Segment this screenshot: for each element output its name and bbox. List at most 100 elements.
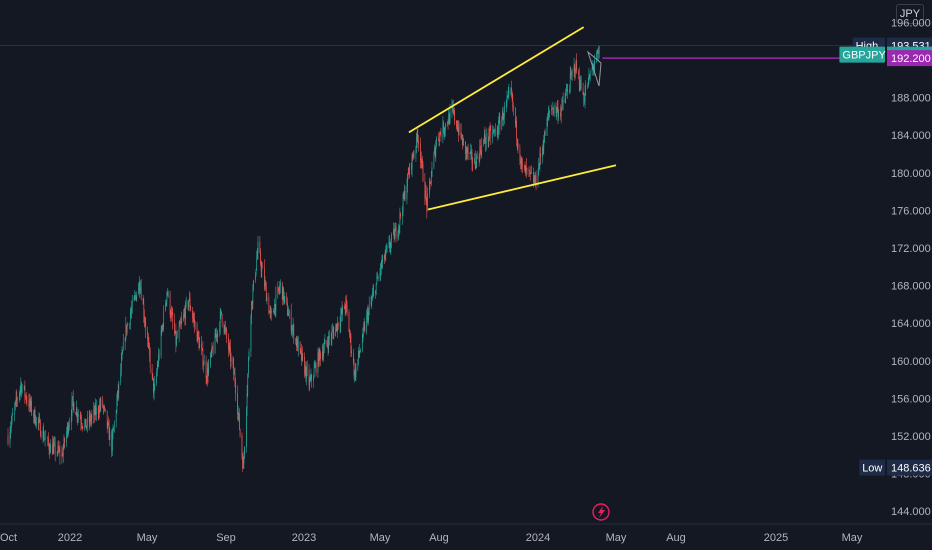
candle — [566, 83, 567, 96]
candle — [220, 308, 222, 319]
trendline[interactable] — [427, 164, 617, 211]
candle — [429, 178, 431, 190]
candle — [295, 335, 297, 352]
candle — [181, 311, 183, 330]
candle — [38, 412, 40, 431]
candle — [292, 317, 294, 336]
candle — [210, 351, 211, 369]
candle — [91, 409, 93, 425]
candle — [452, 99, 454, 116]
candle — [562, 92, 564, 111]
candle — [72, 390, 74, 411]
candle — [421, 151, 423, 170]
candle — [121, 346, 123, 361]
candle — [587, 77, 589, 88]
candle — [57, 441, 59, 457]
candle — [134, 290, 136, 301]
candle — [515, 107, 516, 128]
candle — [469, 152, 471, 160]
candle — [511, 80, 512, 98]
candle — [229, 339, 231, 356]
candle — [140, 279, 141, 295]
candle — [538, 162, 540, 170]
candle — [596, 49, 598, 61]
candle — [214, 328, 216, 355]
price-tags: High193.531GBPJPY192.570192.200Low148.63… — [839, 37, 932, 476]
candle — [558, 108, 559, 122]
candle — [98, 405, 100, 421]
candle — [493, 129, 495, 134]
candle — [180, 316, 182, 325]
candle — [328, 331, 330, 354]
currency-selector[interactable]: JPY — [896, 4, 924, 24]
lightning-alert-icon[interactable] — [592, 503, 610, 521]
candle — [233, 368, 235, 375]
candle — [122, 333, 124, 352]
candle — [288, 308, 290, 320]
candle — [569, 65, 571, 94]
candle — [296, 335, 298, 347]
candle — [274, 303, 276, 317]
candle — [534, 175, 536, 184]
candle — [305, 365, 307, 383]
candle — [385, 245, 387, 263]
candle — [207, 360, 209, 384]
candle — [251, 300, 252, 325]
candle — [147, 326, 148, 348]
candle — [313, 361, 315, 379]
candle — [580, 75, 582, 90]
candle — [476, 153, 477, 169]
candle — [275, 286, 277, 318]
candle — [287, 297, 288, 316]
candle — [95, 398, 97, 421]
time-tick-label: 2022 — [58, 532, 82, 544]
candle — [81, 422, 83, 432]
candle — [458, 121, 460, 136]
candle — [548, 105, 550, 122]
candle — [292, 324, 293, 339]
candle — [497, 126, 499, 141]
candle — [335, 323, 337, 332]
candle — [368, 307, 369, 325]
candle — [170, 309, 172, 322]
candle — [261, 261, 263, 278]
time-tick-label: May — [370, 532, 391, 544]
candle — [52, 435, 53, 456]
candle — [492, 125, 494, 144]
price-tag: Low 148.636 — [859, 459, 932, 476]
candle — [118, 380, 120, 401]
candle — [161, 325, 163, 336]
candle — [309, 376, 311, 391]
candle — [553, 102, 555, 118]
candle — [327, 336, 328, 349]
candle — [175, 323, 177, 353]
candle — [202, 340, 204, 370]
candle — [228, 333, 229, 358]
candle — [212, 345, 213, 351]
candle — [412, 150, 414, 160]
candle — [404, 184, 405, 201]
trendline[interactable] — [408, 26, 585, 134]
candle — [398, 225, 400, 236]
candle — [578, 67, 580, 92]
candle — [66, 422, 68, 439]
candle — [140, 279, 142, 301]
price-tag-label: GBPJPY — [842, 50, 886, 62]
candle — [549, 110, 550, 118]
candle — [117, 384, 119, 399]
candle — [421, 155, 423, 169]
candle — [386, 242, 387, 254]
candle — [384, 249, 386, 261]
candle — [529, 166, 531, 181]
candle — [531, 165, 532, 174]
triangle-drawing[interactable] — [586, 50, 602, 87]
candle — [416, 132, 417, 153]
candle — [88, 410, 90, 431]
candle — [402, 192, 404, 216]
candle — [7, 428, 9, 446]
candle — [278, 287, 279, 294]
candle — [582, 82, 584, 96]
candle — [317, 347, 319, 379]
candle — [489, 125, 490, 142]
